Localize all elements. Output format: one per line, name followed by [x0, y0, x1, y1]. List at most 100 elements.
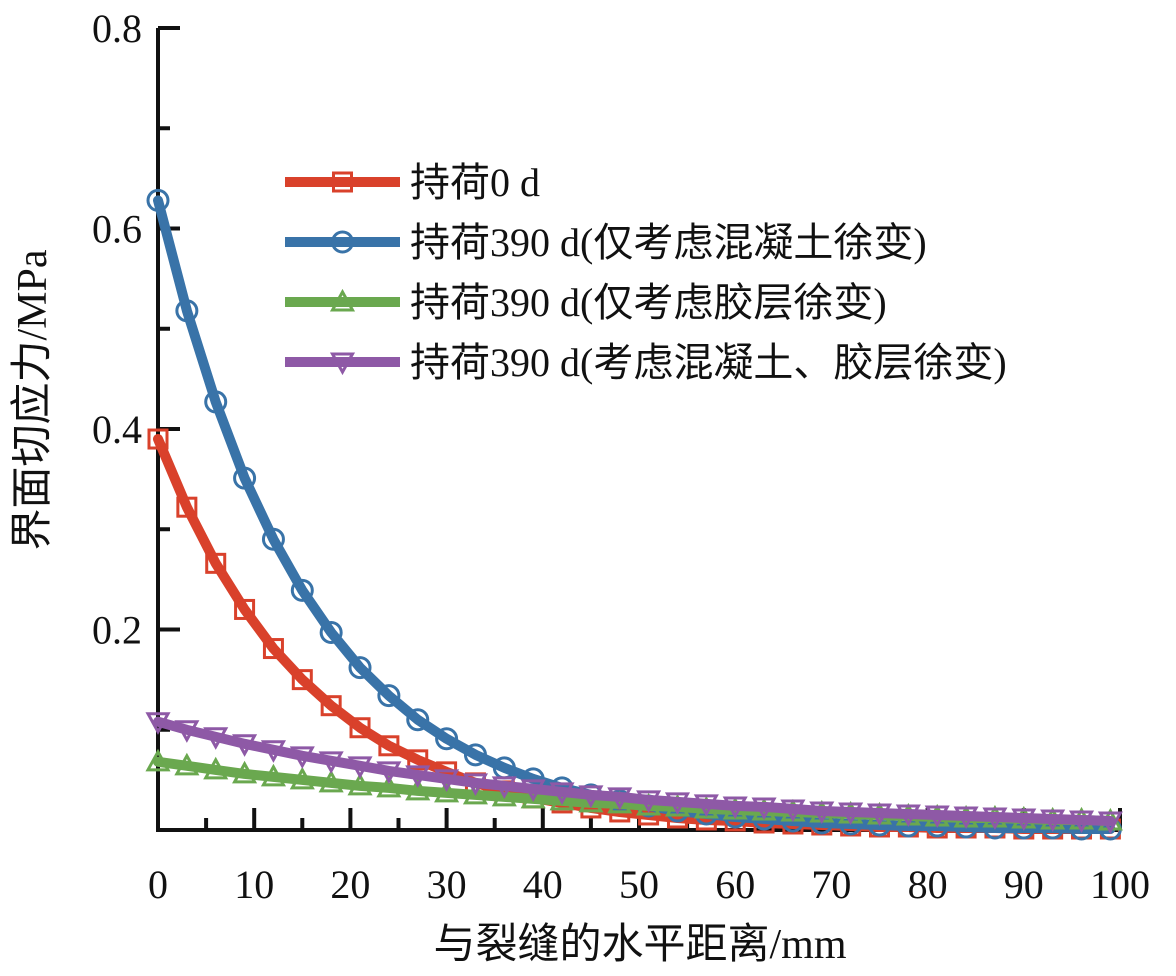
triangle-down-marker [1097, 811, 1123, 835]
triangle-down-marker [376, 761, 402, 784]
triangle-down-marker [664, 792, 691, 816]
triangle-down-marker [780, 799, 806, 823]
triangle-down-marker [347, 756, 373, 779]
series-line [153, 716, 1116, 826]
y-tick-label: 0.2 [92, 608, 142, 653]
triangle-up-marker [203, 756, 229, 780]
square-marker [262, 638, 284, 660]
circle-marker [146, 188, 170, 212]
legend-item-4: 持荷390 d(考虑混凝土、胶层徐变) [285, 340, 1007, 385]
triangle-up-marker [607, 790, 633, 814]
triangle-down-marker [1011, 808, 1037, 832]
triangle-down-marker [1068, 810, 1095, 834]
series-layer [145, 188, 1123, 841]
circle-marker [175, 299, 199, 323]
x-tick-label: 30 [427, 862, 467, 907]
triangle-down-marker [636, 790, 662, 814]
axes: 0.2 0.4 0.6 0.8 0 10 20 30 40 50 60 70 80 90 100 [92, 6, 1150, 907]
triangle-down-marker [434, 769, 460, 792]
x-tick-label: 70 [811, 862, 851, 907]
legend: 持荷0 d 持荷390 d(仅考虑混凝土徐变) 持荷390 d(仅考虑胶层徐变) 持荷… [285, 160, 1007, 385]
triangle-up-marker [347, 772, 373, 796]
triangle-down-marker [578, 785, 604, 809]
square-marker [234, 598, 256, 620]
triangle-down-marker [174, 720, 200, 743]
triangle-up-marker [289, 766, 315, 790]
triangle-up-marker [405, 777, 431, 801]
square-marker [291, 669, 313, 691]
legend-label: 持荷390 d(仅考虑混凝土徐变) [410, 220, 927, 265]
triangle-down-marker [866, 803, 893, 827]
square-marker [349, 717, 371, 739]
triangle-up-marker [578, 789, 604, 813]
triangle-down-marker [462, 773, 489, 796]
triangle-down-marker [838, 802, 864, 826]
legend-item-2: 持荷390 d(仅考虑混凝土徐变) [285, 220, 927, 265]
square-marker [147, 428, 169, 450]
legend-item-3: 持荷390 d(仅考虑胶层徐变) [285, 280, 887, 325]
y-tick-label: 0.4 [92, 407, 142, 452]
triangle-down-marker [751, 797, 777, 821]
square-marker [205, 552, 227, 574]
circle-marker [331, 230, 354, 254]
triangle-up-marker [462, 781, 489, 805]
circle-marker [233, 466, 257, 490]
circle-marker [290, 578, 314, 602]
x-tick-label: 90 [1004, 862, 1044, 907]
legend-label: 持荷0 d [410, 160, 540, 205]
x-tick-label: 60 [715, 862, 755, 907]
square-marker [332, 171, 353, 193]
circle-marker [377, 684, 401, 708]
circle-marker [348, 656, 372, 680]
triangle-down-marker [260, 740, 286, 763]
triangle-up-marker [376, 774, 402, 798]
triangle-up-marker [434, 779, 460, 803]
triangle-down-marker [318, 751, 344, 774]
x-tick-label: 80 [908, 862, 948, 907]
triangle-down-marker [722, 796, 748, 820]
series-4 [145, 712, 1123, 835]
triangle-down-marker [491, 776, 517, 799]
circle-marker [319, 621, 343, 645]
triangle-up-marker [491, 783, 517, 807]
legend-label: 持荷390 d(仅考虑胶层徐变) [410, 280, 887, 325]
triangle-down-marker [924, 805, 950, 829]
circle-marker [204, 390, 228, 414]
x-axis-title: 与裂缝的水平距离/mm [433, 921, 846, 968]
x-tick-label: 40 [523, 862, 563, 907]
triangle-down-marker [289, 746, 315, 769]
triangle-down-marker [809, 801, 835, 825]
x-tick-label: 50 [619, 862, 659, 907]
triangle-up-marker [549, 787, 575, 811]
triangle-down-marker [895, 804, 921, 828]
triangle-down-marker [1040, 809, 1066, 833]
circle-marker [435, 727, 459, 751]
triangle-down-marker [405, 765, 431, 788]
triangle-up-marker [318, 769, 344, 793]
triangle-up-marker [174, 752, 200, 776]
x-tick-label: 100 [1090, 862, 1150, 907]
triangle-down-marker [953, 806, 979, 830]
y-tick-label: 0.8 [92, 6, 142, 51]
triangle-down-marker [145, 712, 171, 735]
triangle-up-marker [232, 760, 258, 784]
y-axis-title: 界面切应力/MPa [9, 249, 56, 550]
triangle-down-marker [520, 779, 546, 802]
x-tick-label: 10 [234, 862, 274, 907]
triangle-down-marker [329, 352, 356, 376]
circle-marker [463, 743, 487, 767]
circle-marker [261, 527, 285, 551]
triangle-up-marker [260, 763, 286, 787]
triangle-down-marker [203, 727, 229, 750]
legend-item-1: 持荷0 d [285, 160, 540, 205]
circle-marker [406, 708, 430, 732]
legend-label: 持荷390 d(考虑混凝土、胶层徐变) [410, 340, 1007, 385]
x-tick-label: 20 [330, 862, 370, 907]
triangle-down-marker [693, 794, 719, 818]
square-marker [176, 496, 198, 518]
square-marker [407, 749, 429, 771]
square-marker [320, 695, 342, 717]
triangle-down-marker [607, 787, 633, 811]
x-tick-label: 0 [148, 862, 168, 907]
